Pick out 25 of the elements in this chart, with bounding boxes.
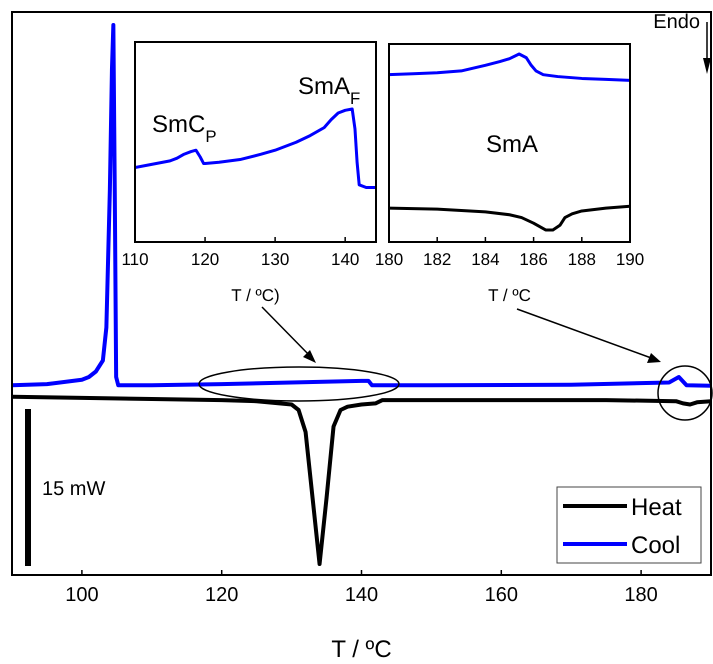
x-tick-label: 188 [568,250,596,269]
x-axis-title: T / ºC) [231,286,280,305]
x-axis-title: T / ºC [331,636,392,663]
x-tick-label: 140 [344,584,378,606]
annotation: SmA [486,131,538,158]
x-tick-label: 100 [65,584,99,606]
annotation: SmC$_{P}$ [152,111,217,146]
x-tick-label: 160 [484,584,518,606]
x-tick-label: 130 [260,250,290,269]
x-tick-label: 180 [374,250,404,269]
annotation: 15 mW [42,478,106,500]
x-tick-label: 120 [205,584,238,606]
x-tick-label: 110 [121,250,149,269]
legend-label: Cool [631,532,680,559]
x-tick-label: 186 [519,250,548,269]
x-tick-label: 190 [616,250,644,269]
legend-label: Heat [631,494,682,521]
x-tick-label: 140 [330,250,360,269]
x-tick-label: 180 [624,584,658,606]
annotation: Endo [653,11,700,33]
annotation: SmA$_{F}$ [298,73,360,108]
x-tick-label: 120 [190,250,220,269]
x-tick-label: 184 [471,250,500,269]
x-axis-title: T / ºC [488,286,531,305]
x-tick-label: 182 [423,250,452,269]
